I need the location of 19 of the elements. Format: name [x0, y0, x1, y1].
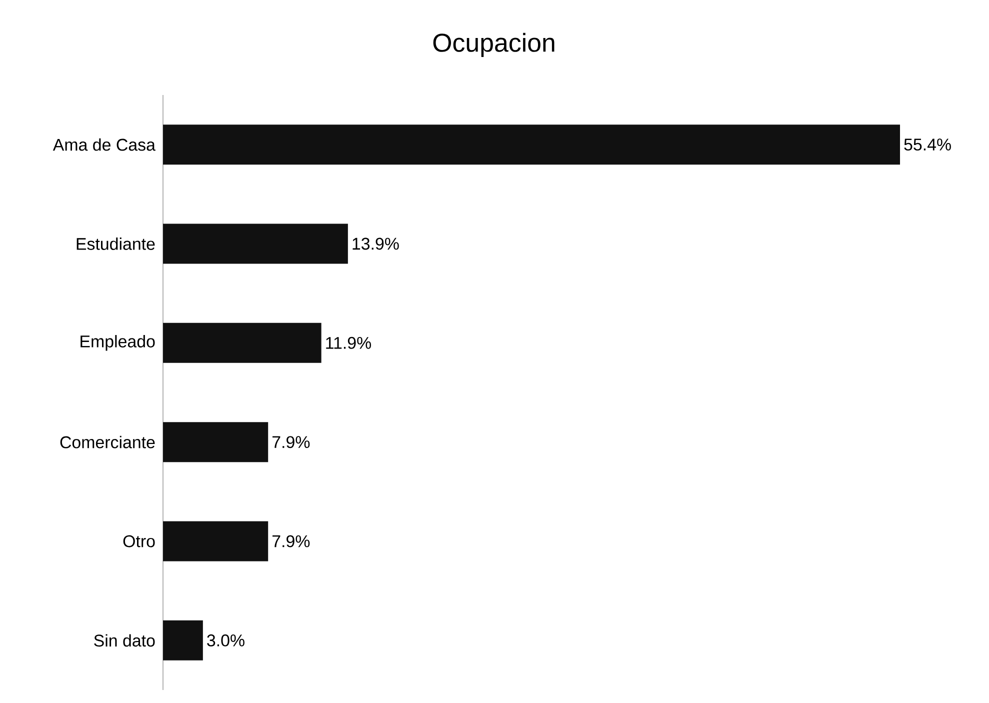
- y-tick-label: Estudiante: [76, 238, 155, 250]
- y-tick-label: Ama de Casa: [52, 138, 156, 151]
- bar: [163, 224, 348, 264]
- data-label: 3.0%: [207, 634, 244, 646]
- y-tick-label: Sin dato: [94, 634, 155, 647]
- bar: [163, 620, 203, 660]
- data-label: 55.4%: [904, 138, 951, 151]
- y-tick-label: Empleado: [80, 335, 155, 351]
- chart-title: Ocupacion: [433, 32, 554, 58]
- bar: [163, 124, 900, 165]
- bar: [163, 322, 322, 363]
- y-tick-label: Otro: [123, 535, 155, 548]
- data-label: 13.9%: [352, 238, 399, 250]
- data-label: 7.9%: [272, 535, 310, 548]
- data-label: 11.9%: [326, 336, 371, 349]
- data-label: 7.9%: [272, 436, 310, 448]
- y-tick-label: Comerciante: [60, 436, 155, 448]
- bar: [163, 422, 268, 462]
- bar: [163, 521, 268, 562]
